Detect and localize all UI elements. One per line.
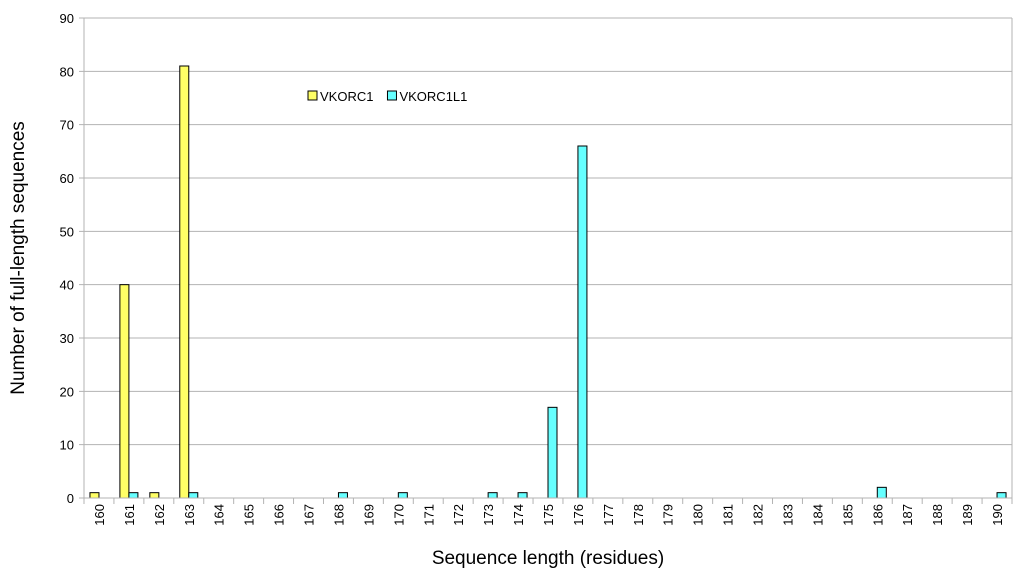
x-tick-label: 173	[481, 504, 496, 526]
y-tick-label: 60	[60, 171, 74, 186]
x-tick-label: 177	[601, 504, 616, 526]
x-tick-label: 171	[421, 504, 436, 526]
legend-swatch	[386, 90, 397, 101]
y-tick-label: 20	[60, 384, 74, 399]
x-tick-label: 170	[391, 504, 406, 526]
legend-swatch	[307, 90, 318, 101]
x-tick-label: 166	[272, 504, 287, 526]
bar	[179, 65, 190, 499]
x-axis-title: Sequence length (residues)	[432, 548, 664, 569]
bar	[547, 406, 558, 499]
y-tick-label: 10	[60, 438, 74, 453]
bar	[397, 492, 408, 499]
bar	[128, 492, 139, 499]
bar	[876, 486, 887, 499]
y-tick-label: 30	[60, 331, 74, 346]
x-tick-label: 167	[302, 504, 317, 526]
x-tick-label: 178	[631, 504, 646, 526]
y-tick-label: 70	[60, 118, 74, 133]
y-tick-label: 0	[67, 491, 74, 506]
bar	[996, 492, 1007, 499]
x-tick-label: 175	[541, 504, 556, 526]
legend-label: VKORC1	[320, 89, 373, 104]
y-tick-label: 90	[60, 11, 74, 26]
bar	[577, 145, 588, 499]
y-axis-title: Number of full-length sequences	[8, 121, 29, 395]
x-tick-label: 179	[661, 504, 676, 526]
x-tick-label: 163	[182, 504, 197, 526]
x-tick-label: 168	[331, 504, 346, 526]
y-tick-label: 50	[60, 224, 74, 239]
x-tick-label: 186	[870, 504, 885, 526]
bar	[89, 492, 100, 499]
x-tick-label: 182	[751, 504, 766, 526]
x-tick-label: 189	[960, 504, 975, 526]
x-tick-label: 164	[212, 504, 227, 526]
x-tick-label: 180	[691, 504, 706, 526]
y-tick-label: 40	[60, 278, 74, 293]
x-tick-label: 188	[930, 504, 945, 526]
bar	[337, 492, 348, 499]
x-tick-label: 172	[451, 504, 466, 526]
x-tick-label: 165	[242, 504, 257, 526]
x-tick-label: 185	[840, 504, 855, 526]
x-tick-label: 176	[571, 504, 586, 526]
x-tick-label: 160	[92, 504, 107, 526]
legend-label: VKORC1L1	[399, 89, 467, 104]
bar	[188, 492, 199, 499]
bar	[119, 284, 130, 499]
x-tick-label: 174	[511, 504, 526, 526]
x-tick-label: 162	[152, 504, 167, 526]
x-tick-label: 183	[780, 504, 795, 526]
x-tick-label: 187	[900, 504, 915, 526]
x-tick-label: 181	[721, 504, 736, 526]
x-tick-label: 190	[990, 504, 1005, 526]
bar	[487, 492, 498, 499]
bar	[517, 492, 528, 499]
x-tick-label: 161	[122, 504, 137, 526]
y-tick-label: 80	[60, 64, 74, 79]
bar	[149, 492, 160, 499]
x-tick-label: 169	[361, 504, 376, 526]
x-tick-label: 184	[810, 504, 825, 526]
